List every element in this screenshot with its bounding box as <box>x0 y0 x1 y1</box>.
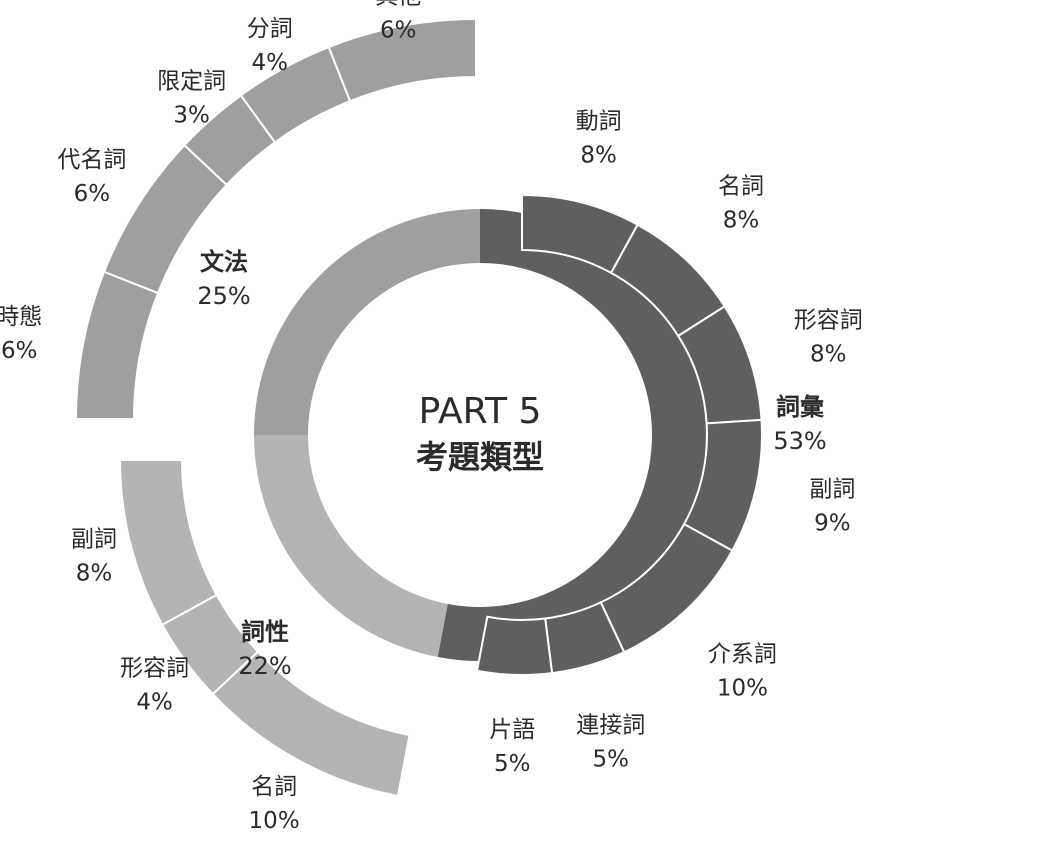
group-label-0: 詞彙 53% <box>773 393 826 455</box>
sub-label-2-1: 代名詞 6% <box>57 147 126 207</box>
sub-label-0-5: 連接詞 5% <box>576 712 645 772</box>
sub-label-0-2-percent: 8% <box>810 341 847 367</box>
sub-arc-2-0 <box>74 270 160 420</box>
sub-label-2-3-percent: 4% <box>252 50 289 76</box>
donut-slice-0 <box>437 209 706 661</box>
sub-label-1-0-percent: 10% <box>249 808 300 834</box>
sub-label-2-2-percent: 3% <box>173 102 210 128</box>
sub-label-0-6: 片語 5% <box>489 717 535 777</box>
sub-label-0-1-percent: 8% <box>723 208 760 234</box>
sub-label-0-0-name: 動詞 <box>576 109 622 135</box>
group-label-2: 文法 25% <box>197 248 250 310</box>
sub-label-0-3-name: 副詞 <box>809 476 855 502</box>
sub-label-2-0: 時態 6% <box>0 304 42 364</box>
sub-arc-0-6 <box>475 615 554 676</box>
sub-label-1-2-name: 副詞 <box>71 527 117 553</box>
sub-label-0-3: 副詞 9% <box>809 476 855 536</box>
sub-label-1-0: 名詞 10% <box>249 774 300 834</box>
sub-label-1-2-percent: 8% <box>76 561 113 587</box>
sub-label-0-4: 介系詞 10% <box>708 642 777 702</box>
group-label-1-percent: 22% <box>238 652 291 680</box>
sub-label-2-0-percent: 6% <box>1 338 38 364</box>
sub-label-2-2-name: 限定詞 <box>157 68 226 94</box>
sub-label-1-1-percent: 4% <box>136 689 173 715</box>
sub-label-2-4-percent: 6% <box>380 17 417 43</box>
sub-category-arcs <box>74 17 763 798</box>
sub-label-0-1-name: 名詞 <box>718 174 764 200</box>
group-label-2-name: 文法 <box>200 248 248 276</box>
sub-label-1-0-name: 名詞 <box>251 774 297 800</box>
sub-label-0-2-name: 形容詞 <box>794 307 863 333</box>
sub-label-0-6-percent: 5% <box>494 751 531 777</box>
sub-label-0-0: 動詞 8% <box>576 109 622 169</box>
group-label-0-name: 詞彙 <box>776 393 825 421</box>
sub-label-0-3-percent: 9% <box>814 510 851 536</box>
sub-label-2-3: 分詞 4% <box>247 16 293 76</box>
sub-label-2-4: 其他 6% <box>375 0 421 43</box>
sub-label-2-3-name: 分詞 <box>247 16 293 42</box>
sub-arc-2-4 <box>327 17 477 103</box>
chart-subtitle: 考題類型 <box>416 438 544 476</box>
labels: 動詞 8% 名詞 8% 形容詞 8% 副詞 9% 介系詞 10% 連接詞 5% 片語 5% 詞彙 53% 名詞 1… <box>0 0 863 834</box>
group-label-2-percent: 25% <box>197 282 250 310</box>
group-label-1: 詞性 22% <box>238 618 291 680</box>
sub-label-2-4-name: 其他 <box>375 0 421 9</box>
sub-label-2-1-name: 代名詞 <box>57 147 126 173</box>
sub-label-0-4-percent: 10% <box>717 676 768 702</box>
sub-label-2-1-percent: 6% <box>74 181 111 207</box>
sub-label-0-4-name: 介系詞 <box>708 642 777 668</box>
group-label-0-percent: 53% <box>773 427 826 455</box>
sub-label-0-0-percent: 8% <box>580 143 617 169</box>
sub-label-2-0-name: 時態 <box>0 304 42 330</box>
sub-label-1-1-name: 形容詞 <box>120 655 189 681</box>
sub-label-0-5-percent: 5% <box>592 746 629 772</box>
sub-label-0-5-name: 連接詞 <box>576 712 645 738</box>
sub-label-0-1: 名詞 8% <box>718 174 764 234</box>
sub-arc-1-2 <box>118 459 218 627</box>
sub-label-1-2: 副詞 8% <box>71 527 117 587</box>
donut-slice-2 <box>254 209 480 435</box>
donut-slice-1 <box>254 435 448 657</box>
sub-label-1-1: 形容詞 4% <box>120 655 189 715</box>
chart-title: PART 5 <box>419 391 542 432</box>
sub-label-2-2: 限定詞 3% <box>157 68 226 128</box>
group-label-1-name: 詞性 <box>241 618 289 646</box>
sub-label-0-2: 形容詞 8% <box>794 307 863 367</box>
main-donut <box>254 209 706 661</box>
sub-label-0-6-name: 片語 <box>489 717 535 743</box>
